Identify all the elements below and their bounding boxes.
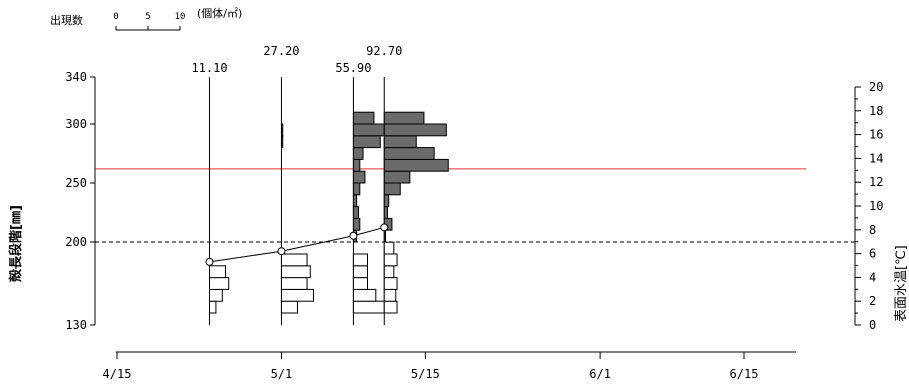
histogram-bar-below [383, 265, 395, 279]
histogram-bar-below [352, 300, 386, 314]
histogram-bar-above [352, 182, 361, 196]
right-axis: 0 2 4 6 8 10 12 14 16 18 20 [854, 80, 883, 332]
right-axis-tick-label: 2 [869, 294, 876, 308]
survey-histogram: 27.20 [263, 44, 314, 325]
histogram-bar-above [383, 229, 387, 243]
left-axis-title: 殻長段階[㎜] [8, 205, 24, 282]
survey-total-label: 27.20 [263, 44, 299, 58]
legend-scale-tick-label: 5 [145, 12, 150, 22]
histogram-bar-below [352, 265, 368, 279]
histograms: 11.10 27.20 55.90 92.70 [191, 44, 449, 325]
survey-total-label: 55.90 [335, 61, 371, 75]
histogram-bar-below [383, 300, 398, 314]
histogram-bar-above [352, 135, 381, 149]
histogram-bar-above [383, 170, 411, 184]
histogram-bar-below [209, 288, 223, 302]
histogram-bar-below [209, 277, 230, 290]
temperature-line [205, 223, 389, 266]
histogram-bar-below [280, 265, 311, 279]
right-axis-title: 表面水温[℃] [894, 245, 909, 322]
legend-scale-tick-label: 0 [113, 12, 118, 22]
histogram-bar-below [383, 277, 398, 290]
histogram-bar-above [383, 158, 449, 172]
x-axis-tick-label: 6/15 [730, 367, 759, 381]
histogram-bar-below [280, 253, 308, 267]
temperature-line-path [209, 226, 385, 263]
histogram-bar-below [280, 300, 298, 314]
histogram-bar-above [383, 123, 447, 137]
temperature-point [205, 257, 214, 266]
histogram-bar-below [209, 300, 217, 314]
histogram-bar-above [280, 135, 284, 149]
histogram-bar-above [383, 194, 390, 208]
left-axis-tick-label: 340 [65, 70, 87, 84]
histogram-bar-above [352, 170, 366, 184]
left-axis-tick-label: 200 [65, 235, 87, 249]
survey-histogram: 55.90 [335, 61, 407, 325]
legend-label: 出現数 [50, 13, 83, 27]
histogram-bar-above [383, 111, 425, 125]
histogram-bar-below [383, 241, 395, 255]
histogram-bar-below [280, 288, 314, 302]
histogram-bar-above [280, 123, 284, 137]
legend-scale-bar: 0 5 10 [113, 12, 186, 31]
left-axis-tick-label: 250 [65, 176, 87, 190]
right-axis-tick-label: 12 [869, 175, 883, 189]
x-axis-tick-label: 6/1 [589, 367, 611, 381]
survey-histogram: 11.10 [191, 61, 230, 325]
histogram-bar-above [352, 194, 358, 208]
right-axis-tick-label: 6 [869, 247, 876, 261]
histogram-bar-below [352, 253, 368, 267]
histogram-bar-below [352, 277, 368, 290]
survey-total-label: 92.70 [366, 44, 402, 58]
legend-unit: (個体/㎡) [197, 6, 242, 20]
right-axis-tick-label: 8 [869, 223, 876, 237]
right-axis-tick-label: 18 [869, 104, 883, 118]
histogram-bar-above [352, 217, 361, 231]
histogram-bar-above [383, 182, 401, 196]
right-axis-tick-label: 20 [869, 80, 883, 94]
survey-histogram: 92.70 [366, 44, 449, 325]
legend-scale-tick-label: 10 [175, 12, 186, 22]
histogram-bar-above [352, 158, 361, 172]
temperature-point [380, 223, 389, 232]
survey-total-label: 11.10 [191, 61, 227, 75]
temperature-point [349, 231, 358, 240]
left-axis-tick-label: 300 [65, 117, 87, 131]
histogram-bar-above [352, 111, 375, 125]
histogram-bar-above [383, 147, 435, 160]
histogram-bar-above [383, 206, 388, 219]
reference-lines [95, 168, 855, 243]
histogram-bar-above [352, 206, 360, 219]
right-axis-tick-label: 10 [869, 199, 883, 213]
histogram-bar-below [383, 253, 398, 267]
x-axis-tick-label: 4/15 [103, 367, 132, 381]
right-axis-tick-label: 16 [869, 128, 883, 142]
left-axis: 340 300 250 200 130 [65, 70, 96, 332]
histogram-bar-below [209, 265, 227, 279]
x-axis-tick-label: 5/15 [411, 367, 440, 381]
right-axis-tick-label: 0 [869, 318, 876, 332]
histogram-bar-below [352, 288, 377, 302]
temperature-point [277, 247, 286, 256]
histogram-bar-above [383, 135, 417, 149]
right-axis-tick-label: 14 [869, 151, 883, 165]
histogram-bar-below [280, 277, 308, 290]
histogram-bar-above [352, 147, 364, 160]
x-axis-tick-label: 5/1 [271, 367, 293, 381]
histogram-bar-below [383, 288, 397, 302]
left-axis-tick-label: 130 [65, 318, 87, 332]
x-axis: 4/15 5/1 5/15 6/1 6/15 [103, 351, 796, 381]
right-axis-tick-label: 4 [869, 270, 876, 284]
